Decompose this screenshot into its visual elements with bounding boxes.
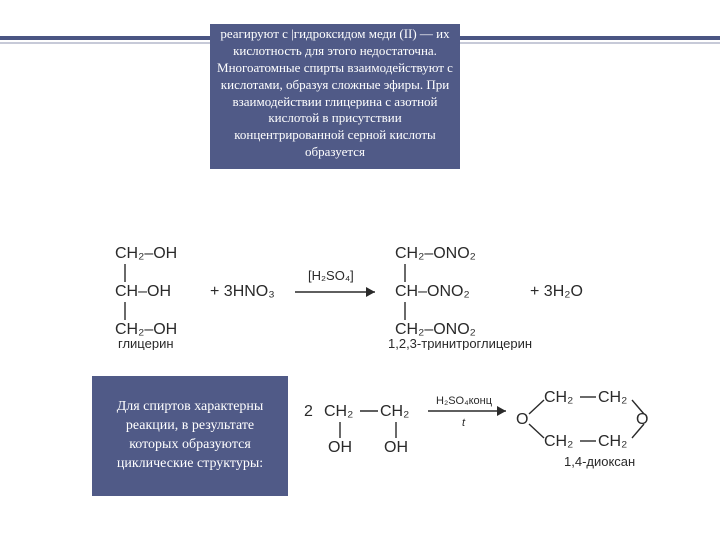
info-box-bottom: Для спиртов характерны реакции, в резуль… (92, 376, 288, 496)
ring-ch2-tr: CH₂ (598, 389, 627, 406)
reaction-dioxane: 2 CH₂ CH₂ OH OH H₂SO₄конц t O O CH₂ CH₂ … (300, 380, 660, 490)
reagent-hno3: + 3HNO₃ (210, 283, 275, 300)
cond-temp: t (462, 417, 466, 429)
catalyst-label: [H₂SO₄] (308, 268, 354, 283)
ring-ch2-br: CH₂ (598, 433, 627, 450)
diol-c2: CH₂ (380, 403, 409, 420)
reaction-nitration: CH₂–OH CH–OH CH₂–OH глицерин + 3HNO₃ [H₂… (110, 240, 620, 350)
ring-o-left: O (516, 411, 528, 428)
product-c-mid: CH–ONO₂ (395, 283, 470, 300)
info-box-bottom-text: Для спиртов характерны реакции, в резуль… (100, 398, 280, 474)
byproduct-water: + 3H₂O (530, 283, 583, 300)
diol-oh2: OH (384, 439, 408, 456)
glycerol-c-top: CH₂–OH (115, 245, 177, 262)
diol-oh1: OH (328, 439, 352, 456)
ring-ch2-tl: CH₂ (544, 389, 573, 406)
coef-2: 2 (304, 403, 313, 420)
glycerol-c-mid: CH–OH (115, 283, 171, 300)
info-box-top: реагируют с |гидроксидом меди (II) — их … (210, 24, 460, 169)
dioxane-label: 1,4-диоксан (564, 454, 635, 469)
product-label: 1,2,3-тринитроглицерин (388, 336, 532, 350)
diol-c1: CH₂ (324, 403, 353, 420)
info-box-top-text: реагируют с |гидроксидом меди (II) — их … (217, 26, 453, 159)
product-c-top: CH₂–ONO₂ (395, 245, 476, 262)
ring-ch2-bl: CH₂ (544, 433, 573, 450)
cond-acid: H₂SO₄конц (436, 395, 493, 407)
glycerol-label: глицерин (118, 336, 174, 350)
